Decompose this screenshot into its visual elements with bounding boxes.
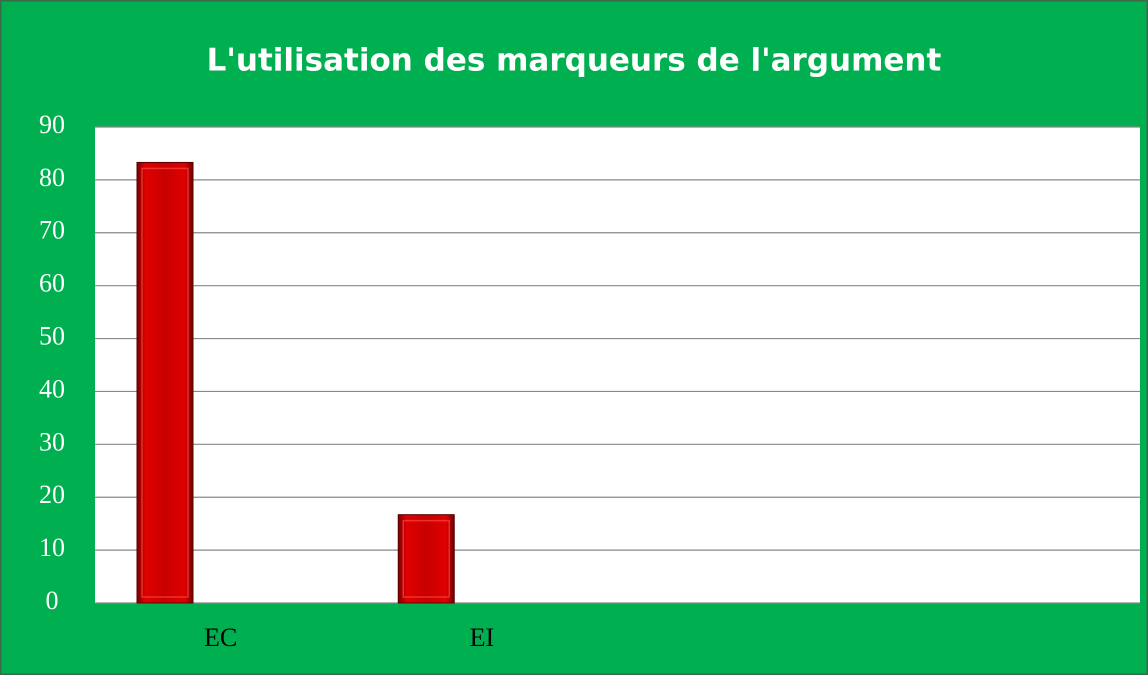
bar-bevel <box>141 167 189 598</box>
y-tick-label: 10 <box>39 533 65 562</box>
y-tick-label: 80 <box>39 163 65 192</box>
y-tick-label: 40 <box>39 374 65 403</box>
y-tick-label: 90 <box>39 110 65 139</box>
bar <box>136 161 194 604</box>
y-tick-label: 20 <box>39 480 65 509</box>
x-tick-label: EC <box>204 623 237 652</box>
plot-area <box>95 127 1140 603</box>
x-tick-label: EI <box>470 623 495 652</box>
bar-bevel <box>402 519 450 598</box>
y-tick-label: 50 <box>39 322 65 351</box>
y-tick-label: 30 <box>39 427 65 456</box>
bar <box>397 514 455 604</box>
y-tick-label: 70 <box>39 216 65 245</box>
y-tick-label: 0 <box>46 586 59 615</box>
chart-title: L'utilisation des marqueurs de l'argumen… <box>207 43 942 79</box>
y-tick-label: 60 <box>39 269 65 298</box>
